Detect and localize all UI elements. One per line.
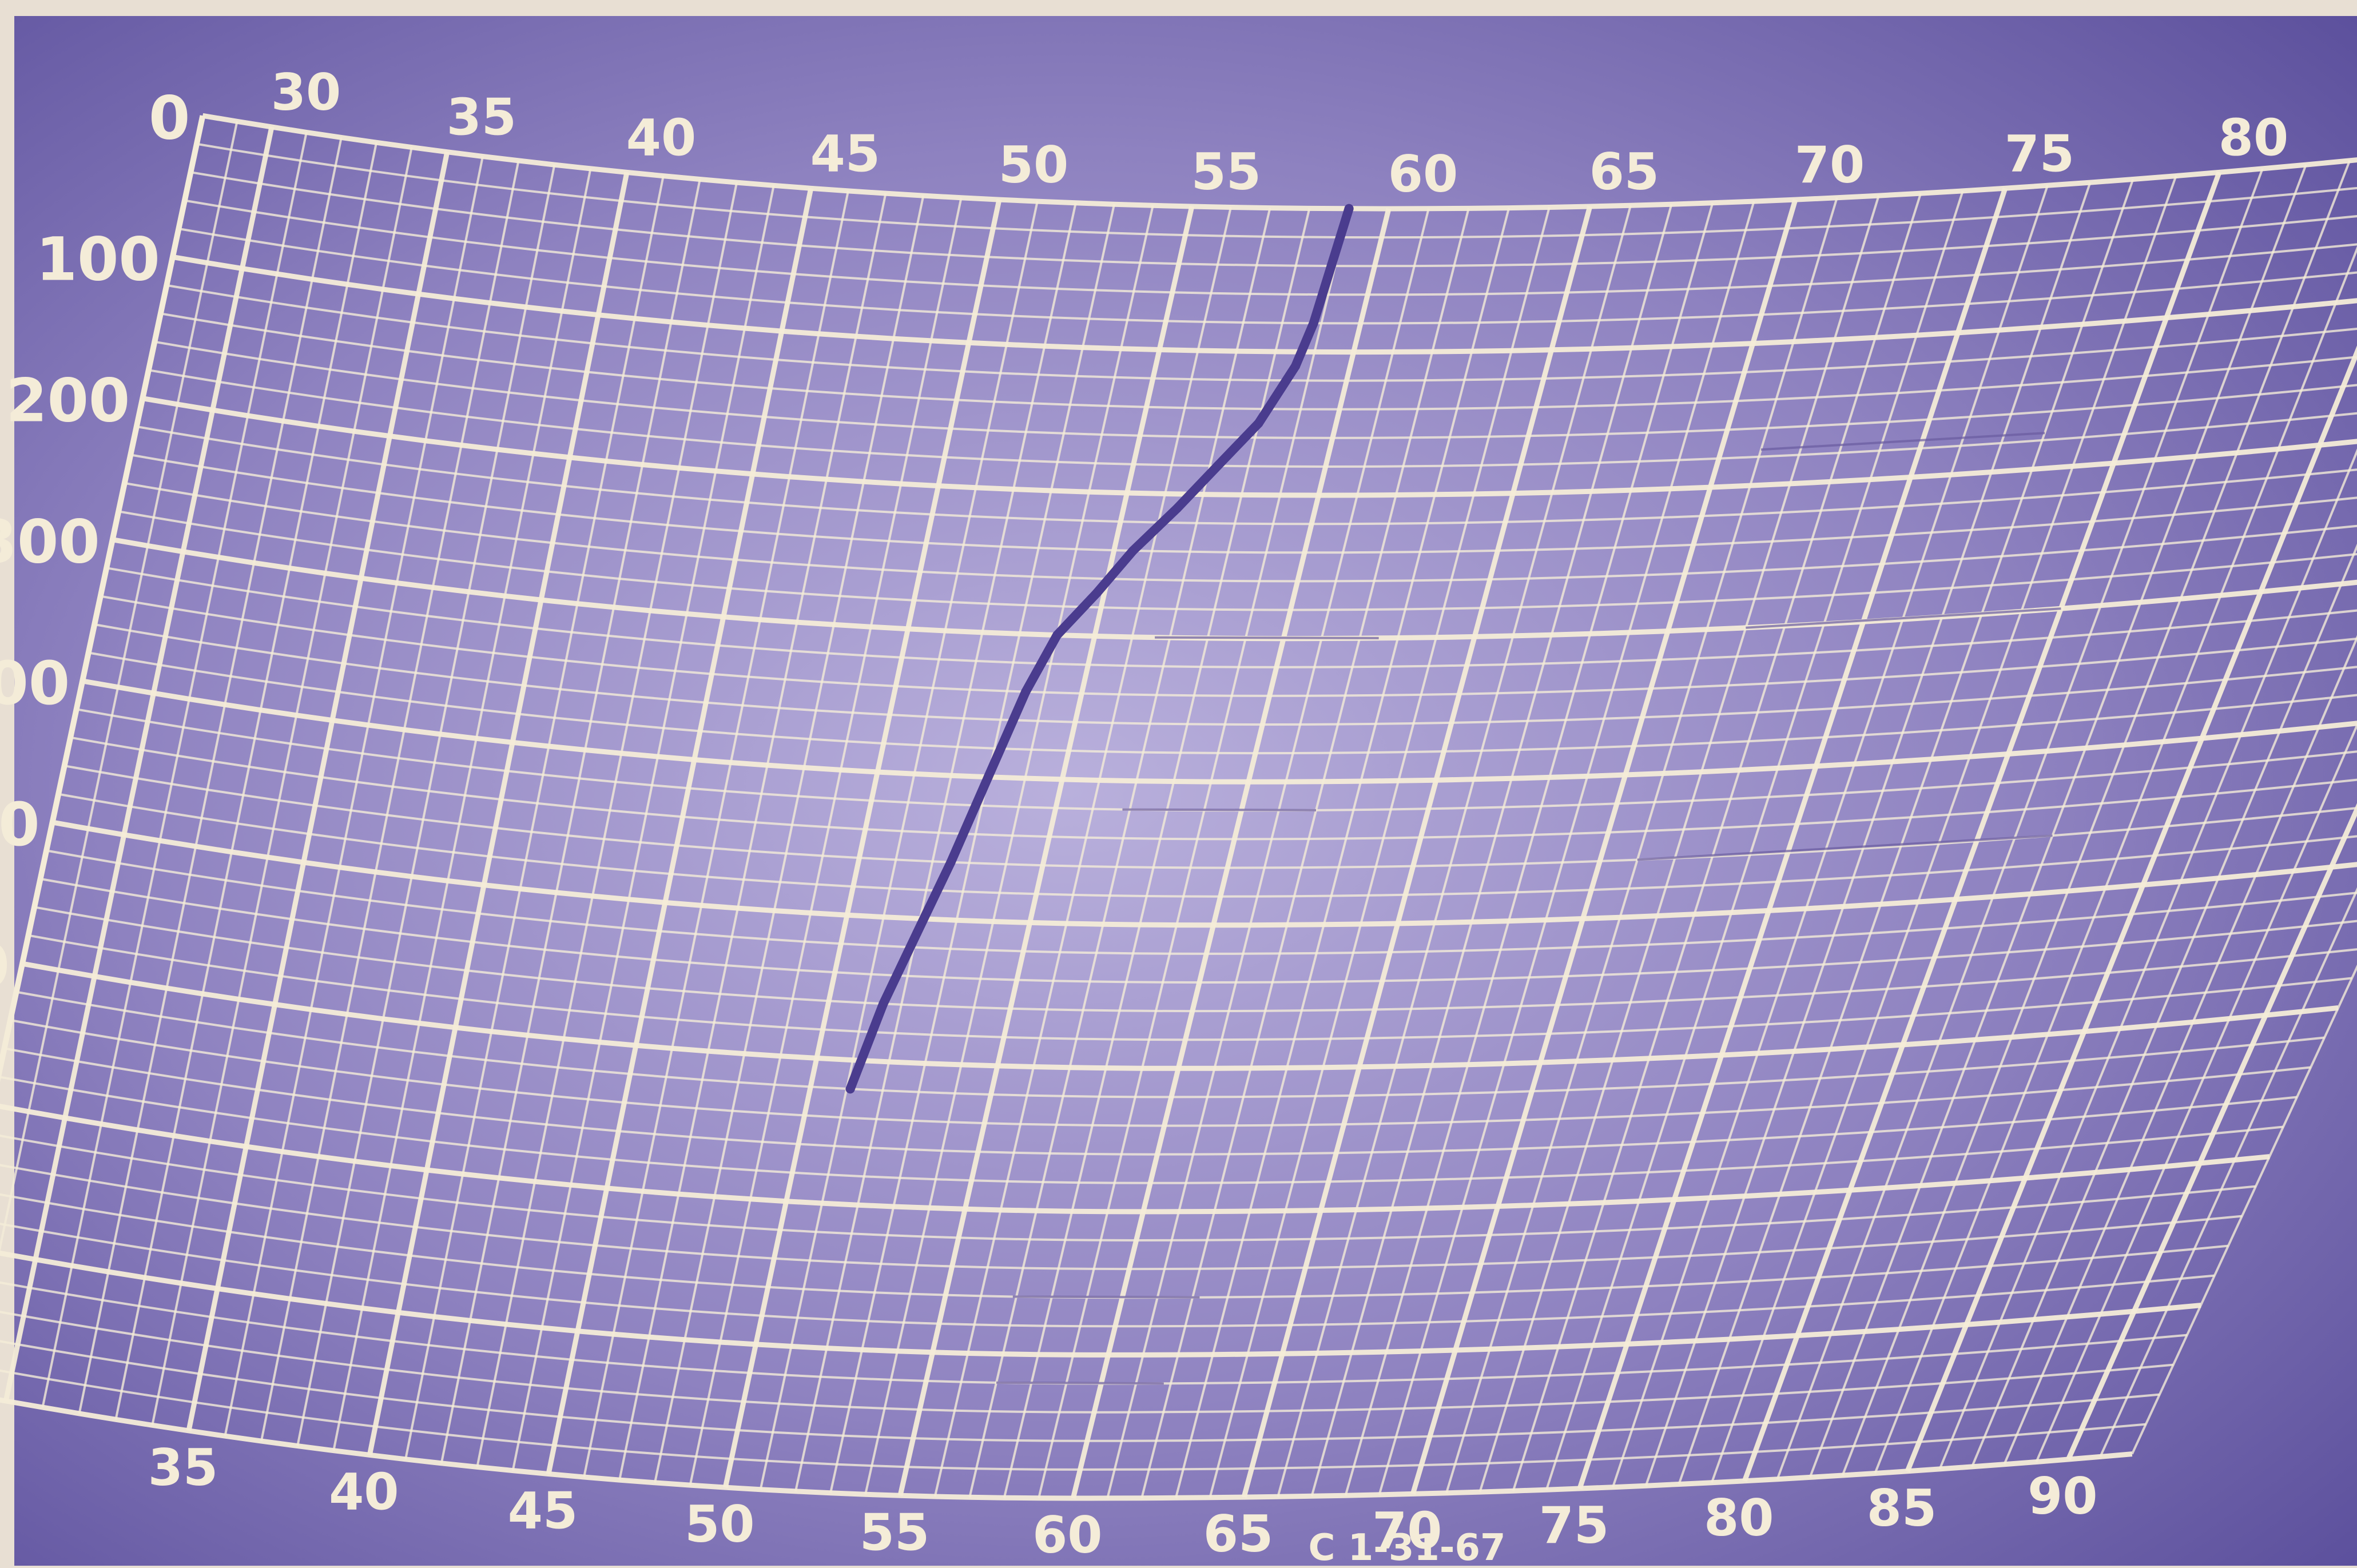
bottom-x-tick-label: 90 [2028, 1467, 2097, 1526]
y-tick-label: 500 [0, 790, 40, 859]
bottom-x-tick-label: 55 [860, 1503, 929, 1562]
data-point [1172, 504, 1182, 513]
pencil-mark [1013, 1296, 1200, 1297]
top-x-tick-label: 80 [2219, 108, 2288, 167]
top-x-tick-label: 65 [1589, 142, 1659, 201]
bottom-x-tick-label: 60 [1032, 1506, 1102, 1565]
top-x-tick-label: 70 [1795, 136, 1865, 194]
top-x-tick-label: 60 [1388, 145, 1458, 204]
data-point [947, 858, 956, 867]
data-point [1092, 588, 1102, 598]
bottom-x-tick-label: 35 [148, 1438, 218, 1497]
data-point [1213, 461, 1222, 471]
y-tick-label: 100 [36, 224, 160, 294]
bottom-x-tick-label: 75 [1539, 1496, 1609, 1555]
data-point [1291, 361, 1300, 371]
top-x-tick-label: 40 [626, 108, 696, 167]
data-point [1128, 546, 1138, 555]
data-point [879, 999, 888, 1008]
y-tick-label: 400 [0, 648, 70, 718]
data-point [984, 773, 993, 782]
data-point [1052, 631, 1062, 640]
data-point [1254, 419, 1263, 428]
y-tick-label: 600 [0, 931, 10, 1001]
data-point [1021, 687, 1030, 697]
data-point [1309, 319, 1318, 328]
y-tick-label: 0 [149, 83, 190, 153]
top-x-tick-label: 30 [271, 63, 341, 122]
bottom-x-tick-label: 45 [508, 1482, 578, 1541]
bottom-x-tick-label: 65 [1203, 1505, 1273, 1563]
bottom-x-tick-label: 80 [1704, 1489, 1774, 1547]
data-point [1327, 261, 1336, 270]
data-point [912, 929, 921, 938]
top-x-tick-label: 45 [810, 124, 880, 183]
top-x-tick-label: 55 [1191, 142, 1261, 201]
y-tick-label: 200 [6, 366, 130, 436]
bottom-x-tick-label: 50 [685, 1495, 754, 1554]
chart-footer-text: C 1-31-67 [1308, 1527, 1505, 1566]
bottom-x-tick-label: 85 [1867, 1479, 1937, 1538]
data-point [846, 1084, 855, 1093]
top-x-tick-label: 50 [999, 136, 1068, 194]
chart-field [14, 16, 2357, 1566]
bottom-x-tick-label: 40 [329, 1462, 399, 1521]
data-point [1345, 204, 1354, 213]
y-tick-label: 300 [0, 507, 100, 577]
top-x-tick-label: 35 [447, 88, 516, 147]
top-x-tick-label: 75 [2005, 124, 2074, 183]
